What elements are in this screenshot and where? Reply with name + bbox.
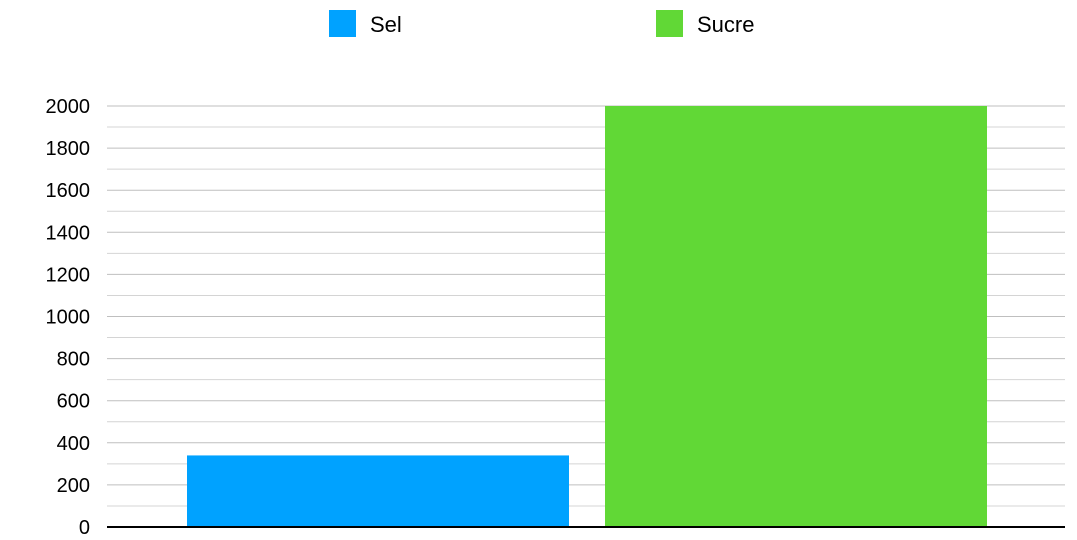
y-tick-label: 1000 [46,307,91,329]
y-tick-label: 1600 [46,180,91,202]
y-tick-label: 2000 [46,96,91,118]
chart-bars [187,106,987,527]
y-tick-label: 800 [57,349,90,371]
chart-legend: Sel Sucre [329,10,754,37]
y-tick-label: 1400 [46,222,91,244]
y-tick-label: 600 [57,391,90,413]
legend-item-sucre: Sucre [656,10,754,37]
legend-swatch [656,10,683,37]
y-axis-tick-labels: 0 200 400 600 800 1000 1200 1400 1600 1800 2000 [46,96,91,539]
bar-sel [187,455,569,527]
bar-sucre [605,106,987,527]
legend-label: Sel [370,12,402,37]
y-tick-label: 400 [57,433,90,455]
y-tick-label: 0 [79,517,90,539]
y-tick-label: 1800 [46,138,91,160]
y-tick-label: 200 [57,475,90,497]
legend-swatch [329,10,356,37]
legend-item-sel: Sel [329,10,402,37]
legend-label: Sucre [697,12,754,37]
y-tick-label: 1200 [46,264,91,286]
